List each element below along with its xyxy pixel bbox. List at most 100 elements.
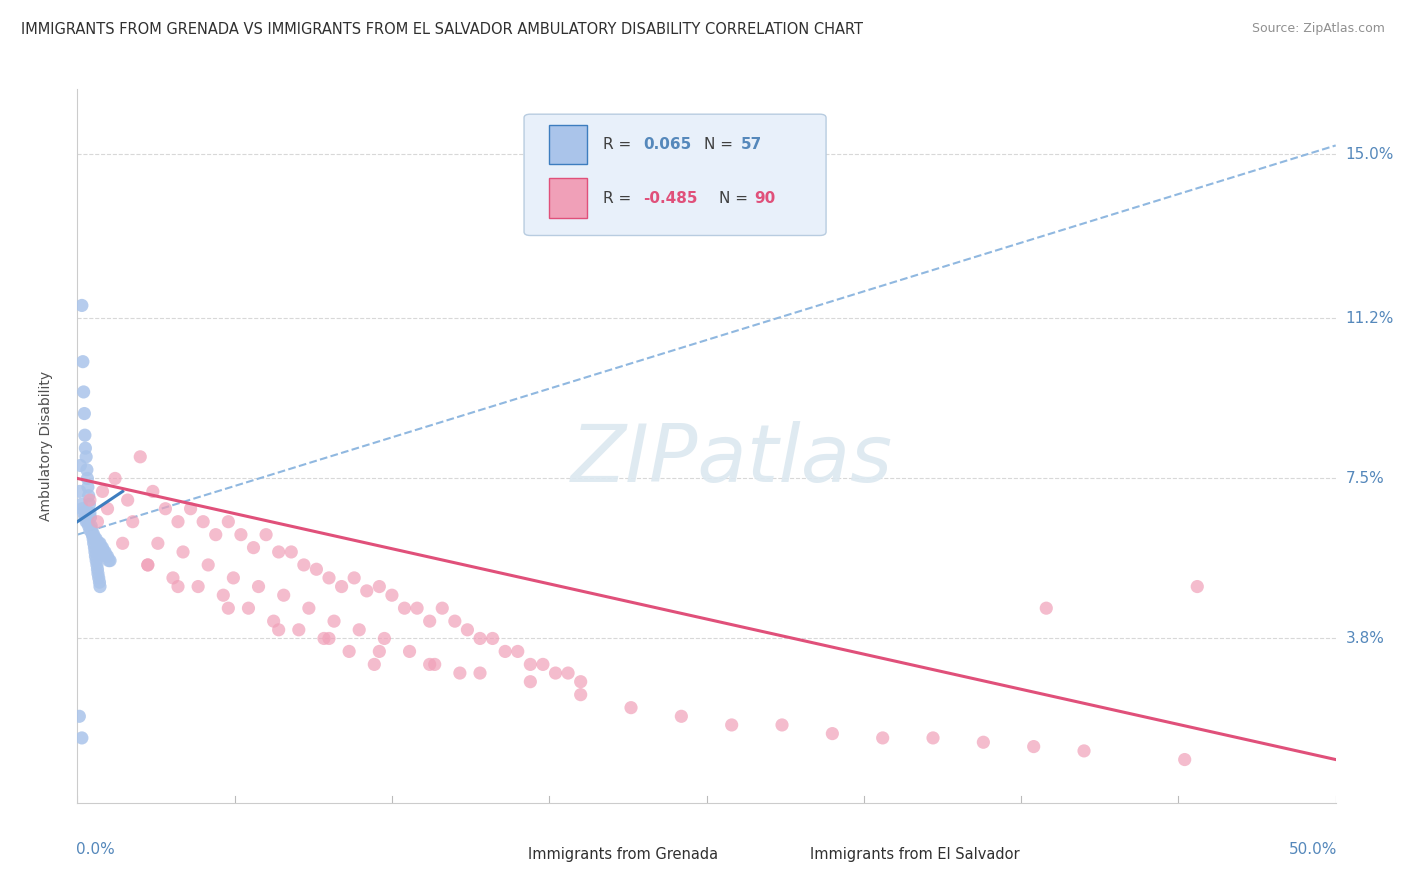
Point <box>84 553 107 567</box>
Point <box>72 384 94 399</box>
Point <box>142 484 165 499</box>
Text: Immigrants from Grenada: Immigrants from Grenada <box>527 847 718 862</box>
Point <box>117 493 139 508</box>
Point <box>90 541 112 555</box>
Point <box>229 527 252 541</box>
FancyBboxPatch shape <box>524 114 827 235</box>
Point <box>343 571 366 585</box>
Point <box>136 558 159 572</box>
Text: 3.8%: 3.8% <box>1346 631 1385 646</box>
Point <box>222 571 245 585</box>
Point <box>97 553 120 567</box>
Point <box>506 644 529 658</box>
Text: N =: N = <box>718 191 754 206</box>
Point <box>80 519 103 533</box>
Point <box>146 536 169 550</box>
Text: 57: 57 <box>741 137 762 153</box>
Point <box>94 545 117 559</box>
FancyBboxPatch shape <box>492 844 520 865</box>
Point <box>82 532 104 546</box>
Point <box>87 566 110 581</box>
Point <box>1174 753 1197 767</box>
Point <box>557 666 579 681</box>
Point <box>1073 744 1095 758</box>
Point <box>79 510 101 524</box>
Point <box>111 536 134 550</box>
Point <box>89 580 111 594</box>
Point <box>73 510 96 524</box>
Point <box>80 524 103 538</box>
FancyBboxPatch shape <box>550 178 586 218</box>
Point <box>82 527 104 541</box>
Point <box>212 588 235 602</box>
Point <box>75 450 97 464</box>
Point <box>273 588 295 602</box>
Text: Source: ZipAtlas.com: Source: ZipAtlas.com <box>1251 22 1385 36</box>
Text: Immigrants from El Salvador: Immigrants from El Salvador <box>810 847 1019 862</box>
Point <box>77 519 100 533</box>
Point <box>449 666 471 681</box>
Point <box>86 562 108 576</box>
Point <box>569 674 592 689</box>
Point <box>347 623 370 637</box>
Point <box>821 726 844 740</box>
Point <box>86 558 108 572</box>
Point <box>70 497 93 511</box>
Point <box>79 497 101 511</box>
Point <box>77 480 100 494</box>
Point <box>292 558 315 572</box>
Text: 0.0%: 0.0% <box>76 842 115 857</box>
Point <box>468 666 491 681</box>
Point <box>67 709 90 723</box>
Text: N =: N = <box>704 137 738 153</box>
Point <box>217 601 239 615</box>
Text: 50.0%: 50.0% <box>1288 842 1337 857</box>
Point <box>922 731 945 745</box>
Point <box>456 623 478 637</box>
Point <box>204 527 226 541</box>
Point <box>69 484 91 499</box>
Point <box>398 644 420 658</box>
Point <box>73 407 96 421</box>
Point <box>318 571 340 585</box>
Point <box>770 718 793 732</box>
Point <box>129 450 152 464</box>
Point <box>217 515 239 529</box>
FancyBboxPatch shape <box>550 125 586 164</box>
Point <box>318 632 340 646</box>
Point <box>136 558 159 572</box>
Point <box>86 515 108 529</box>
Point <box>1035 601 1057 615</box>
Point <box>172 545 194 559</box>
Point <box>76 515 98 529</box>
Text: IMMIGRANTS FROM GRENADA VS IMMIGRANTS FROM EL SALVADOR AMBULATORY DISABILITY COR: IMMIGRANTS FROM GRENADA VS IMMIGRANTS FR… <box>21 22 863 37</box>
Point <box>298 601 321 615</box>
Point <box>481 632 503 646</box>
Point <box>89 536 111 550</box>
Point <box>167 580 190 594</box>
Point <box>972 735 994 749</box>
Point <box>69 458 91 473</box>
Point <box>96 501 118 516</box>
Text: 0.065: 0.065 <box>644 137 692 153</box>
FancyBboxPatch shape <box>776 844 803 865</box>
Point <box>70 731 93 745</box>
Point <box>121 515 143 529</box>
Point <box>267 623 290 637</box>
Point <box>423 657 446 672</box>
Text: 90: 90 <box>755 191 776 206</box>
Point <box>238 601 260 615</box>
Point <box>82 527 104 541</box>
Point <box>167 515 190 529</box>
Point <box>468 632 491 646</box>
Point <box>419 614 441 628</box>
Point <box>494 644 516 658</box>
Point <box>87 571 110 585</box>
Point <box>89 575 111 590</box>
Text: Ambulatory Disability: Ambulatory Disability <box>39 371 53 521</box>
Point <box>72 354 94 368</box>
Point <box>155 501 177 516</box>
Point <box>86 536 108 550</box>
Point <box>280 545 302 559</box>
Point <box>70 298 93 312</box>
